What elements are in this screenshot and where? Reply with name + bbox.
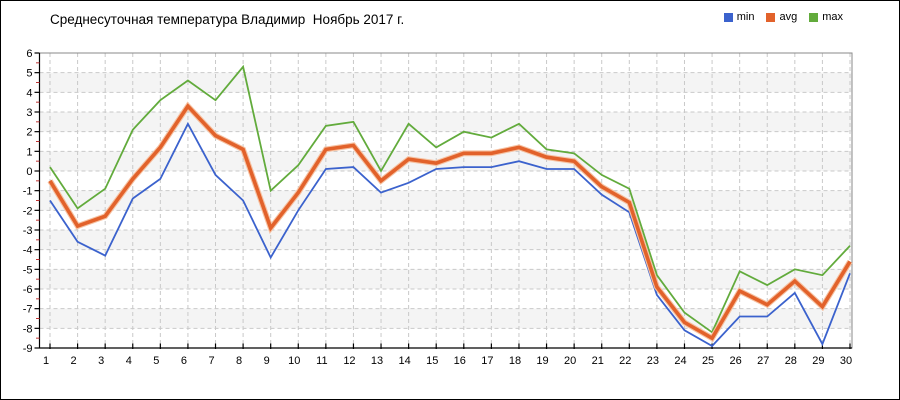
series-line-avg [48, 103, 852, 341]
y-tick-label: 4 [26, 87, 32, 99]
x-tick-label: 28 [785, 355, 797, 367]
plot-band [39, 230, 852, 250]
x-tick-label: 6 [181, 355, 187, 367]
legend-label-avg: avg [779, 11, 798, 23]
legend-item-avg: avg [766, 11, 797, 23]
x-tick-label: 30 [840, 355, 852, 367]
plot-band [39, 112, 852, 132]
x-tick-label: 7 [208, 355, 214, 367]
x-tick-label: 10 [288, 355, 300, 367]
x-tick-label: 14 [398, 355, 410, 367]
y-tick-label: 1 [26, 146, 32, 158]
x-tick-label: 5 [153, 355, 159, 367]
y-tick-label: -7 [23, 304, 33, 316]
y-tick-label: 5 [26, 68, 32, 80]
x-tick-label: 17 [481, 355, 493, 367]
y-tick-label: -6 [23, 284, 33, 296]
x-tick-label: 13 [371, 355, 383, 367]
x-tick-label: 19 [536, 355, 548, 367]
series-line-min [49, 121, 851, 348]
plot-band [39, 190, 852, 211]
legend-item-max: max [809, 11, 843, 23]
y-tick-label: 0 [26, 166, 32, 178]
x-tick-label: 27 [757, 355, 769, 367]
y-tick-label: -4 [23, 245, 33, 257]
series-line-max [49, 64, 851, 334]
y-tick-label: -3 [23, 225, 33, 237]
x-tick-label: 4 [126, 355, 132, 367]
legend-label-max: max [822, 11, 843, 23]
plot-band [39, 269, 852, 289]
max-series-swatch [809, 12, 819, 22]
x-tick-label: 21 [592, 355, 604, 367]
x-tick-label: 18 [509, 355, 521, 367]
avg-series-swatch [766, 12, 776, 22]
x-tick-label: 15 [426, 355, 438, 367]
x-tick-label: 8 [236, 355, 242, 367]
x-tick-label: 16 [454, 355, 466, 367]
y-tick-label: 3 [26, 107, 32, 119]
legend: min avg max [723, 11, 843, 23]
x-tick-label: 29 [812, 355, 824, 367]
x-tick-label: 20 [564, 355, 576, 367]
x-tick-label: 11 [316, 355, 327, 367]
x-tick-label: 3 [98, 355, 104, 367]
min-series-swatch [723, 12, 733, 22]
x-tick-label: 9 [264, 355, 270, 367]
plot-band [39, 72, 852, 93]
series-line-avg-halo [47, 101, 853, 343]
x-tick-label: 22 [619, 355, 631, 367]
x-tick-label: 2 [71, 355, 77, 367]
y-tick-label: -5 [23, 264, 33, 276]
y-tick-label: 2 [26, 127, 32, 139]
legend-label-min: min [736, 11, 755, 23]
x-tick-label: 24 [674, 355, 686, 367]
y-tick-label: -9 [23, 343, 33, 355]
x-tick-label: 25 [702, 355, 714, 367]
chart-title: Среднесуточная температура Владимир Нояб… [50, 12, 405, 27]
x-tick-label: 1 [43, 355, 49, 367]
x-tick-label: 26 [730, 355, 742, 367]
y-tick-label: -1 [23, 186, 33, 198]
x-tick-label: 23 [647, 355, 659, 367]
x-tick-label: 12 [343, 355, 355, 367]
legend-item-min: min [723, 11, 755, 23]
y-tick-label: -2 [23, 205, 33, 217]
y-tick-label: -8 [23, 323, 33, 335]
y-tick-label: 6 [26, 48, 32, 60]
